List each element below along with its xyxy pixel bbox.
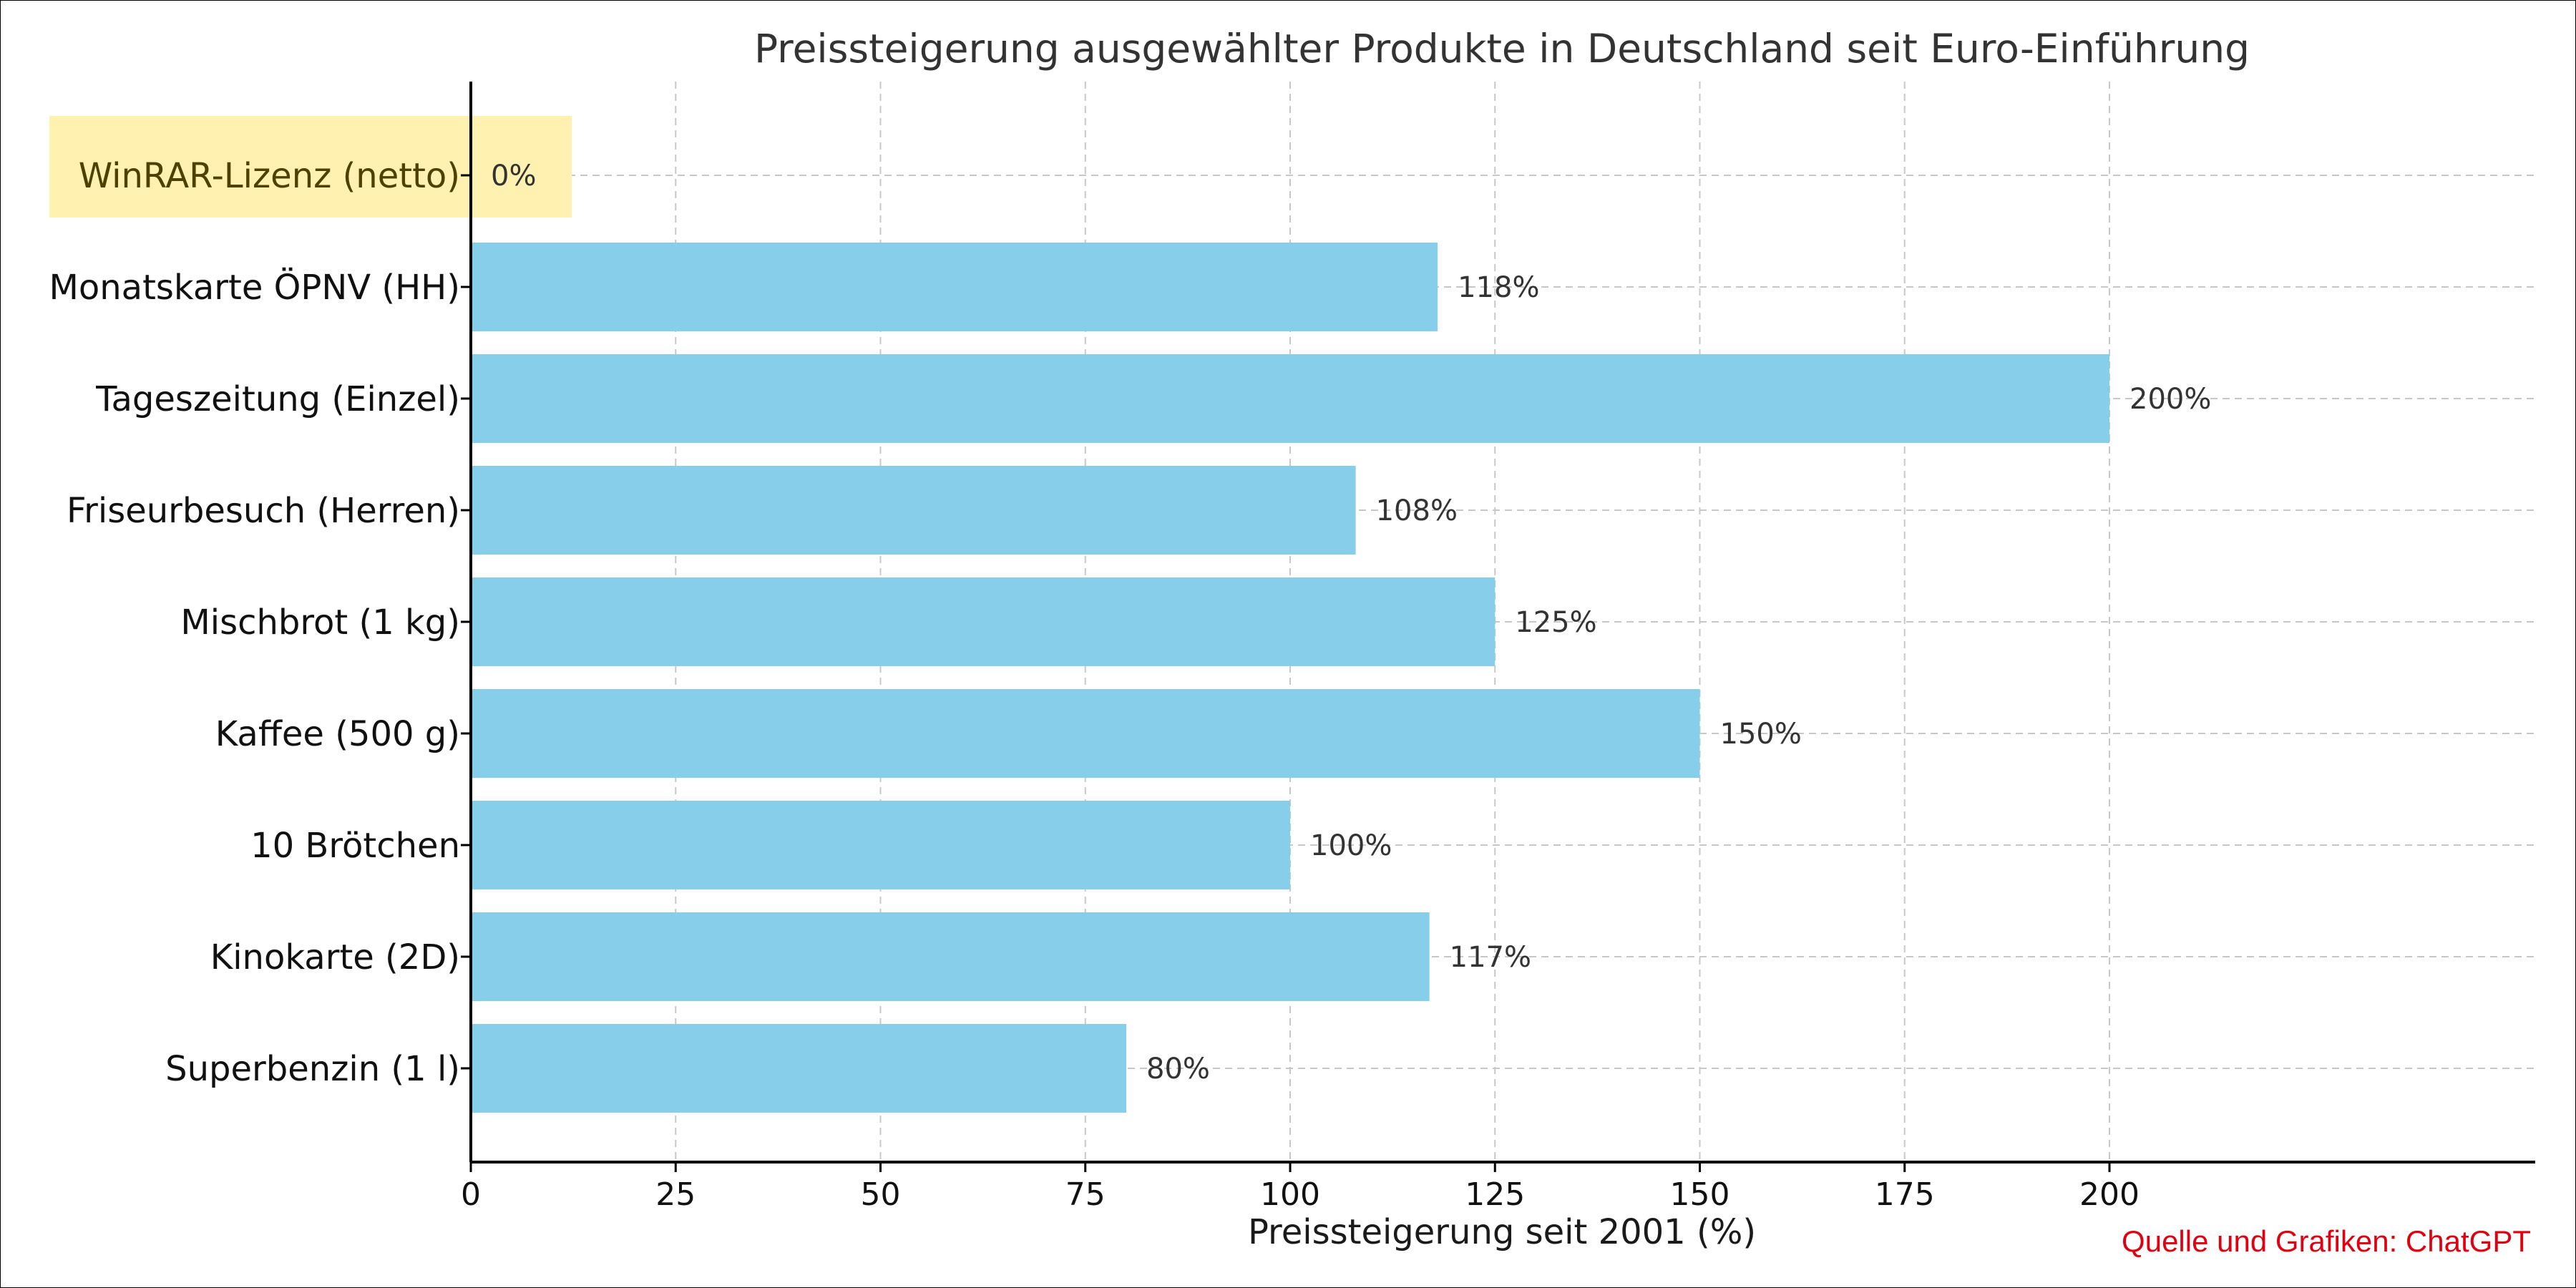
category-label: Kinokarte (2D)	[210, 937, 460, 977]
x-tick-label: 125	[1465, 1176, 1525, 1213]
bar	[471, 689, 1700, 778]
value-label: 117%	[1450, 941, 1531, 974]
chart-title: Preissteigerung ausgewählter Produkte in…	[754, 26, 2250, 72]
source-note: Quelle und Grafiken: ChatGPT	[2122, 1224, 2531, 1258]
value-label: 0%	[491, 160, 536, 192]
value-label: 118%	[1458, 271, 1539, 304]
value-label: 108%	[1376, 494, 1458, 527]
x-tick-label: 200	[2079, 1176, 2140, 1213]
x-tick-label: 50	[861, 1176, 901, 1213]
highlight-box	[49, 116, 572, 218]
axes	[461, 82, 2535, 1172]
labels: 0% 118% 200% 108% 125% 150% 100% 117% 80% WinRAR-…	[49, 156, 2211, 1213]
category-label: 10 Brötchen	[250, 826, 460, 866]
bar	[471, 1024, 1126, 1113]
bar	[471, 354, 2109, 443]
value-label: 150%	[1720, 718, 1802, 751]
x-tick-label: 100	[1260, 1176, 1320, 1213]
value-label: 200%	[2129, 383, 2211, 416]
highlight-layer	[49, 116, 572, 218]
bar	[471, 912, 1430, 1001]
value-label: 100%	[1310, 829, 1392, 862]
x-axis-title: Preissteigerung seit 2001 (%)	[1248, 1212, 1756, 1252]
x-tick-label: 25	[655, 1176, 696, 1213]
bars	[471, 243, 2109, 1113]
value-label: 125%	[1515, 606, 1596, 639]
category-label: Friseurbesuch (Herren)	[67, 491, 460, 531]
category-label: Tageszeitung (Einzel)	[95, 379, 460, 419]
bar	[471, 466, 1356, 555]
x-tick-label: 75	[1065, 1176, 1106, 1213]
x-tick-label: 175	[1875, 1176, 1935, 1213]
category-label: WinRAR-Lizenz (netto)	[79, 156, 460, 196]
value-label: 80%	[1146, 1053, 1210, 1085]
x-tick-label: 150	[1670, 1176, 1730, 1213]
category-label: Kaffee (500 g)	[215, 714, 460, 754]
bar	[471, 801, 1290, 889]
category-label: Mischbrot (1 kg)	[180, 602, 460, 643]
bar	[471, 577, 1496, 666]
category-label: Monatskarte ÖPNV (HH)	[49, 268, 460, 308]
category-label: Superbenzin (1 l)	[165, 1049, 460, 1089]
bar	[471, 243, 1438, 331]
x-tick-label: 0	[461, 1176, 481, 1213]
